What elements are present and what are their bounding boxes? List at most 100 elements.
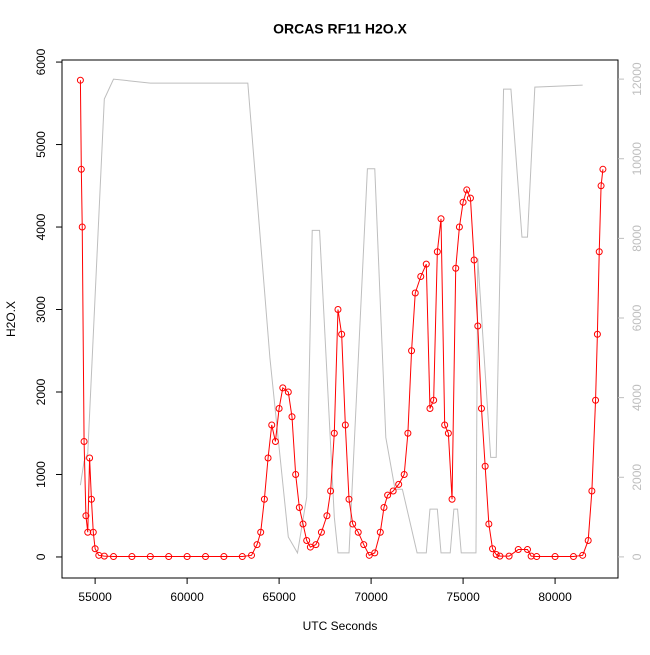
data-point (523, 546, 531, 554)
data-point (360, 541, 368, 549)
data-point (466, 194, 474, 202)
data-point (599, 165, 607, 173)
data-point (380, 503, 388, 511)
data-point (437, 215, 445, 223)
data-point (426, 404, 434, 412)
data-point (365, 551, 373, 559)
series-line (79, 78, 583, 555)
data-point (183, 553, 191, 561)
data-point (588, 487, 596, 495)
data-point (400, 470, 408, 478)
y2-tick-label: 12000 (630, 62, 644, 96)
data-point (408, 347, 416, 355)
data-point (395, 480, 403, 488)
y-axis-label: H2O.X (4, 301, 18, 337)
data-point (384, 491, 392, 499)
chart-title: ORCAS RF11 H2O.X (273, 21, 407, 37)
data-point (323, 512, 331, 520)
y2-tick-label: 2000 (630, 464, 644, 491)
series-line (79, 80, 604, 558)
data-point (404, 429, 412, 437)
data-point (327, 487, 335, 495)
data-point (459, 198, 467, 206)
x-axis-label: UTC Seconds (303, 619, 378, 633)
y2-tick-label: 4000 (630, 384, 644, 411)
data-point (474, 322, 482, 330)
data-point (533, 553, 541, 561)
data-point (87, 495, 95, 503)
data-point (444, 429, 452, 437)
data-point (295, 503, 303, 511)
data-point (455, 223, 463, 231)
data-point (338, 330, 346, 338)
data-point (345, 495, 353, 503)
data-point (477, 404, 485, 412)
data-point (77, 165, 85, 173)
data-point (264, 454, 272, 462)
data-point (86, 454, 94, 462)
data-point (334, 306, 342, 314)
x-tick-label: 65000 (262, 590, 296, 604)
data-point (569, 553, 577, 561)
data-point (110, 553, 118, 561)
data-point (389, 487, 397, 495)
y-tick-label: 2000 (34, 378, 48, 405)
x-tick-label: 80000 (538, 590, 572, 604)
data-point (430, 396, 438, 404)
y2-tick-label: 0 (630, 553, 644, 560)
data-point (470, 256, 478, 264)
data-point (514, 546, 522, 554)
data-point (489, 545, 497, 553)
data-point (292, 470, 300, 478)
y2-tick-label: 6000 (630, 304, 644, 331)
data-point (433, 248, 441, 256)
data-point (463, 186, 471, 194)
data-point (91, 545, 99, 553)
data-point (271, 437, 279, 445)
data-point (448, 495, 456, 503)
data-point (80, 437, 88, 445)
x-tick-label: 75000 (446, 590, 480, 604)
data-point (220, 553, 228, 561)
y-tick-label: 1000 (34, 461, 48, 488)
plot-box (61, 59, 619, 579)
data-point (496, 552, 504, 560)
data-point (279, 384, 287, 392)
data-point (376, 528, 384, 536)
data-point (579, 551, 587, 559)
data-point (312, 541, 320, 549)
data-point (128, 553, 136, 561)
data-point (248, 551, 256, 559)
data-point (422, 260, 430, 268)
data-point (165, 553, 173, 561)
data-point (411, 289, 419, 297)
data-point (238, 553, 246, 561)
data-point (349, 520, 357, 528)
data-point (89, 528, 97, 536)
data-point (260, 495, 268, 503)
data-point (82, 512, 90, 520)
data-point (100, 552, 108, 560)
y-tick-label: 5000 (34, 131, 48, 158)
data-point (202, 553, 210, 561)
data-point (452, 264, 460, 272)
data-point (417, 273, 425, 281)
x-tick-label: 55000 (78, 590, 112, 604)
data-point (306, 543, 314, 551)
data-point (584, 536, 592, 544)
data-point (299, 520, 307, 528)
data-point (595, 248, 603, 256)
data-point (317, 528, 325, 536)
y-tick-label: 3000 (34, 296, 48, 323)
data-point (481, 462, 489, 470)
y-tick-label: 4000 (34, 213, 48, 240)
data-point (441, 421, 449, 429)
y-tick-label: 6000 (34, 48, 48, 75)
data-point (592, 396, 600, 404)
y2-tick-label: 8000 (630, 225, 644, 252)
data-point (303, 536, 311, 544)
data-point (354, 528, 362, 536)
data-point (253, 541, 261, 549)
data-point (288, 413, 296, 421)
